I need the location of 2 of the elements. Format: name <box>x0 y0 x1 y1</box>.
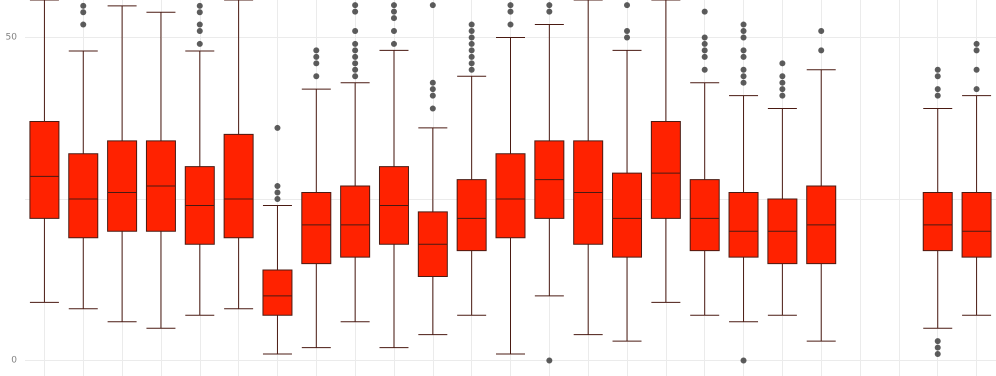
y-tick-label: 50 <box>6 32 18 42</box>
y-tick-label: 0 <box>11 355 18 366</box>
